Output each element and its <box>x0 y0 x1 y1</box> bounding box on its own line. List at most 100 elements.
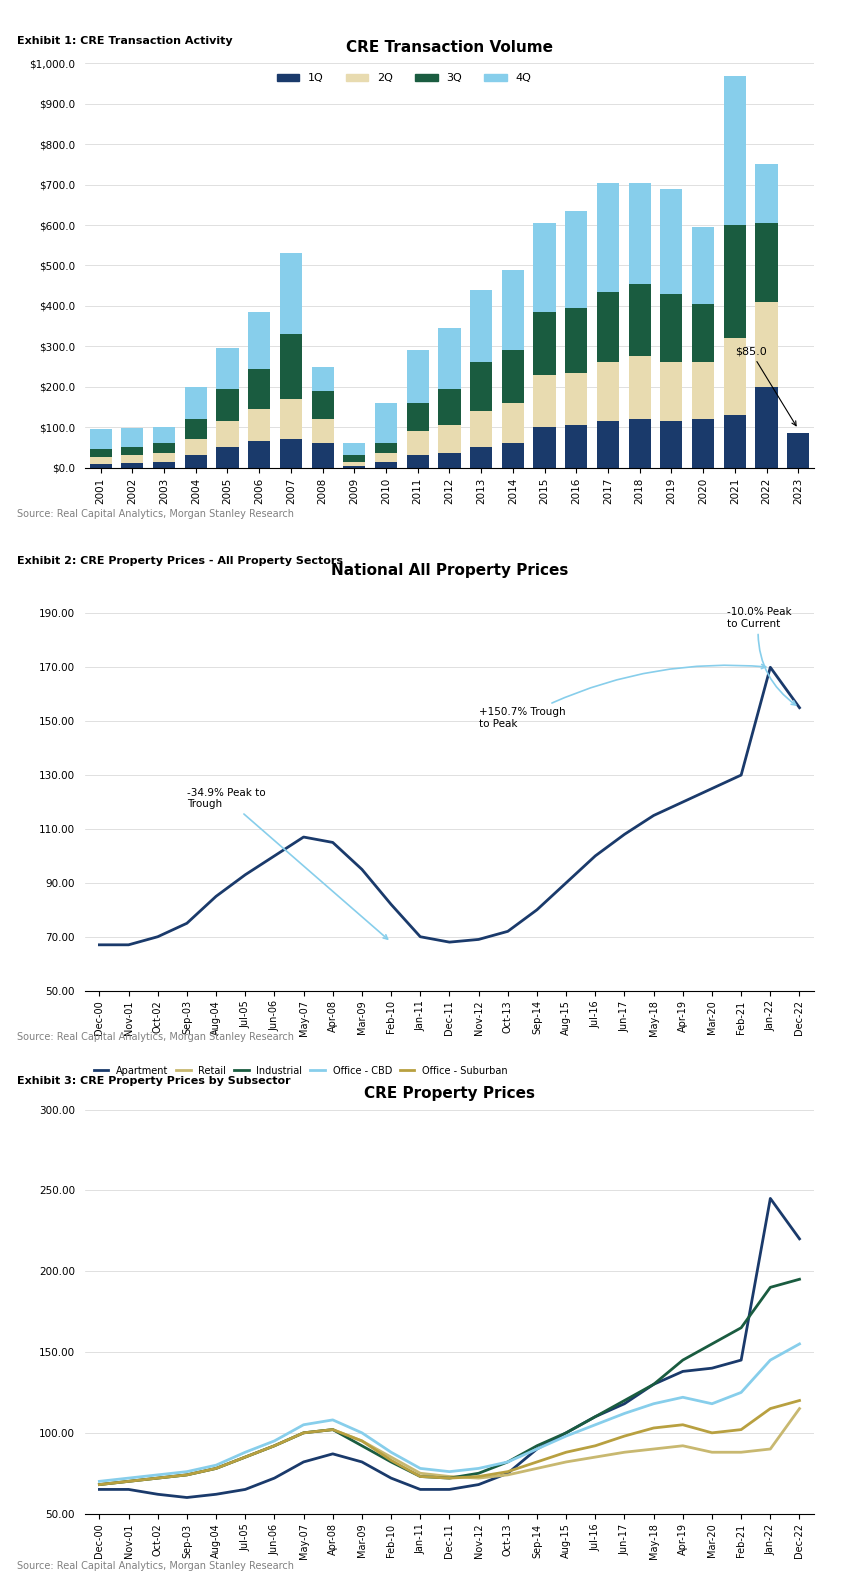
Bar <box>407 350 429 403</box>
Title: CRE Transaction Volume: CRE Transaction Volume <box>346 40 553 55</box>
Bar <box>407 455 429 468</box>
Bar <box>597 422 619 468</box>
Retail <box>270 1436 280 1455</box>
Office - Suburban <box>649 1419 659 1438</box>
Office - Suburban <box>619 1426 629 1446</box>
Office - CBD <box>590 1415 600 1434</box>
Office - Suburban <box>444 1469 455 1488</box>
Office - CBD <box>270 1431 280 1450</box>
Bar <box>216 422 238 447</box>
Bar <box>375 453 397 461</box>
Bar <box>787 433 809 468</box>
Bar <box>90 430 112 450</box>
Office - Suburban <box>416 1468 426 1487</box>
Office - CBD <box>532 1439 542 1458</box>
Bar <box>756 223 778 301</box>
Industrial <box>94 1476 104 1495</box>
Bar <box>438 388 460 425</box>
Bar <box>375 403 397 444</box>
Office - CBD <box>736 1382 746 1403</box>
Industrial <box>181 1466 192 1485</box>
Office - Suburban <box>211 1458 221 1477</box>
Office - Suburban <box>561 1442 572 1461</box>
Bar <box>343 444 365 455</box>
Bar <box>343 461 365 466</box>
Bar <box>723 76 746 225</box>
Office - Suburban <box>736 1420 746 1439</box>
Retail <box>561 1452 572 1471</box>
Industrial <box>503 1452 513 1471</box>
Retail <box>94 1476 104 1495</box>
Apartment <box>357 1452 367 1471</box>
Industrial <box>473 1465 483 1484</box>
Office - Suburban <box>707 1423 717 1442</box>
Office - Suburban <box>590 1436 600 1455</box>
Apartment <box>416 1480 426 1499</box>
Bar <box>407 431 429 455</box>
Office - CBD <box>416 1458 426 1477</box>
Retail <box>240 1447 250 1466</box>
Industrial <box>416 1468 426 1487</box>
Office - Suburban <box>765 1400 775 1419</box>
Office - CBD <box>707 1395 717 1414</box>
Bar <box>565 372 588 425</box>
Apartment <box>678 1362 688 1381</box>
Office - Suburban <box>386 1450 396 1469</box>
Text: Exhibit 3: CRE Property Prices by Subsector: Exhibit 3: CRE Property Prices by Subsec… <box>17 1076 291 1086</box>
Industrial <box>795 1270 805 1289</box>
Bar <box>311 391 334 418</box>
Bar <box>90 450 112 458</box>
Apartment <box>386 1469 396 1488</box>
Bar <box>628 284 650 357</box>
Office - CBD <box>619 1404 629 1423</box>
Office - Suburban <box>532 1452 542 1471</box>
Line: Industrial: Industrial <box>99 1279 800 1485</box>
Bar <box>121 455 143 463</box>
Bar <box>692 363 714 418</box>
Bar <box>661 189 683 293</box>
Bar <box>597 363 619 422</box>
Bar <box>438 328 460 388</box>
Bar <box>502 403 524 444</box>
Apartment <box>240 1480 250 1499</box>
Legend: 1Q, 2Q, 3Q, 4Q: 1Q, 2Q, 3Q, 4Q <box>273 70 536 87</box>
Retail <box>211 1458 221 1477</box>
Bar <box>407 403 429 431</box>
Bar <box>153 453 176 461</box>
Apartment <box>736 1350 746 1369</box>
Apartment <box>444 1480 455 1499</box>
Bar <box>438 453 460 468</box>
Office - CBD <box>386 1442 396 1461</box>
Retail <box>736 1442 746 1461</box>
Bar <box>121 463 143 468</box>
Apartment <box>765 1189 775 1208</box>
Bar <box>121 447 143 455</box>
Office - Suburban <box>327 1420 338 1439</box>
Office - CBD <box>678 1388 688 1407</box>
Bar <box>311 444 334 468</box>
Apartment <box>153 1485 163 1504</box>
Apartment <box>124 1480 134 1499</box>
Text: Exhibit 1: CRE Transaction Activity: Exhibit 1: CRE Transaction Activity <box>17 36 232 46</box>
Office - CBD <box>181 1461 192 1480</box>
Industrial <box>590 1407 600 1426</box>
Apartment <box>181 1488 192 1507</box>
Text: Source: Real Capital Analytics, Morgan Stanley Research: Source: Real Capital Analytics, Morgan S… <box>17 1561 294 1571</box>
Bar <box>661 363 683 422</box>
Bar <box>756 387 778 468</box>
Bar <box>248 409 271 441</box>
Office - CBD <box>327 1411 338 1430</box>
Office - Suburban <box>240 1447 250 1466</box>
Line: Office - CBD: Office - CBD <box>99 1344 800 1482</box>
Retail <box>416 1465 426 1484</box>
Industrial <box>327 1420 338 1439</box>
Bar <box>533 374 555 426</box>
Retail <box>532 1458 542 1477</box>
Office - Suburban <box>795 1392 805 1411</box>
Line: Office - Suburban: Office - Suburban <box>99 1401 800 1485</box>
Office - Suburban <box>298 1423 309 1442</box>
Apartment <box>707 1358 717 1377</box>
Bar <box>216 349 238 388</box>
Text: +150.7% Trough
to Peak: +150.7% Trough to Peak <box>478 664 766 729</box>
Office - Suburban <box>503 1461 513 1480</box>
